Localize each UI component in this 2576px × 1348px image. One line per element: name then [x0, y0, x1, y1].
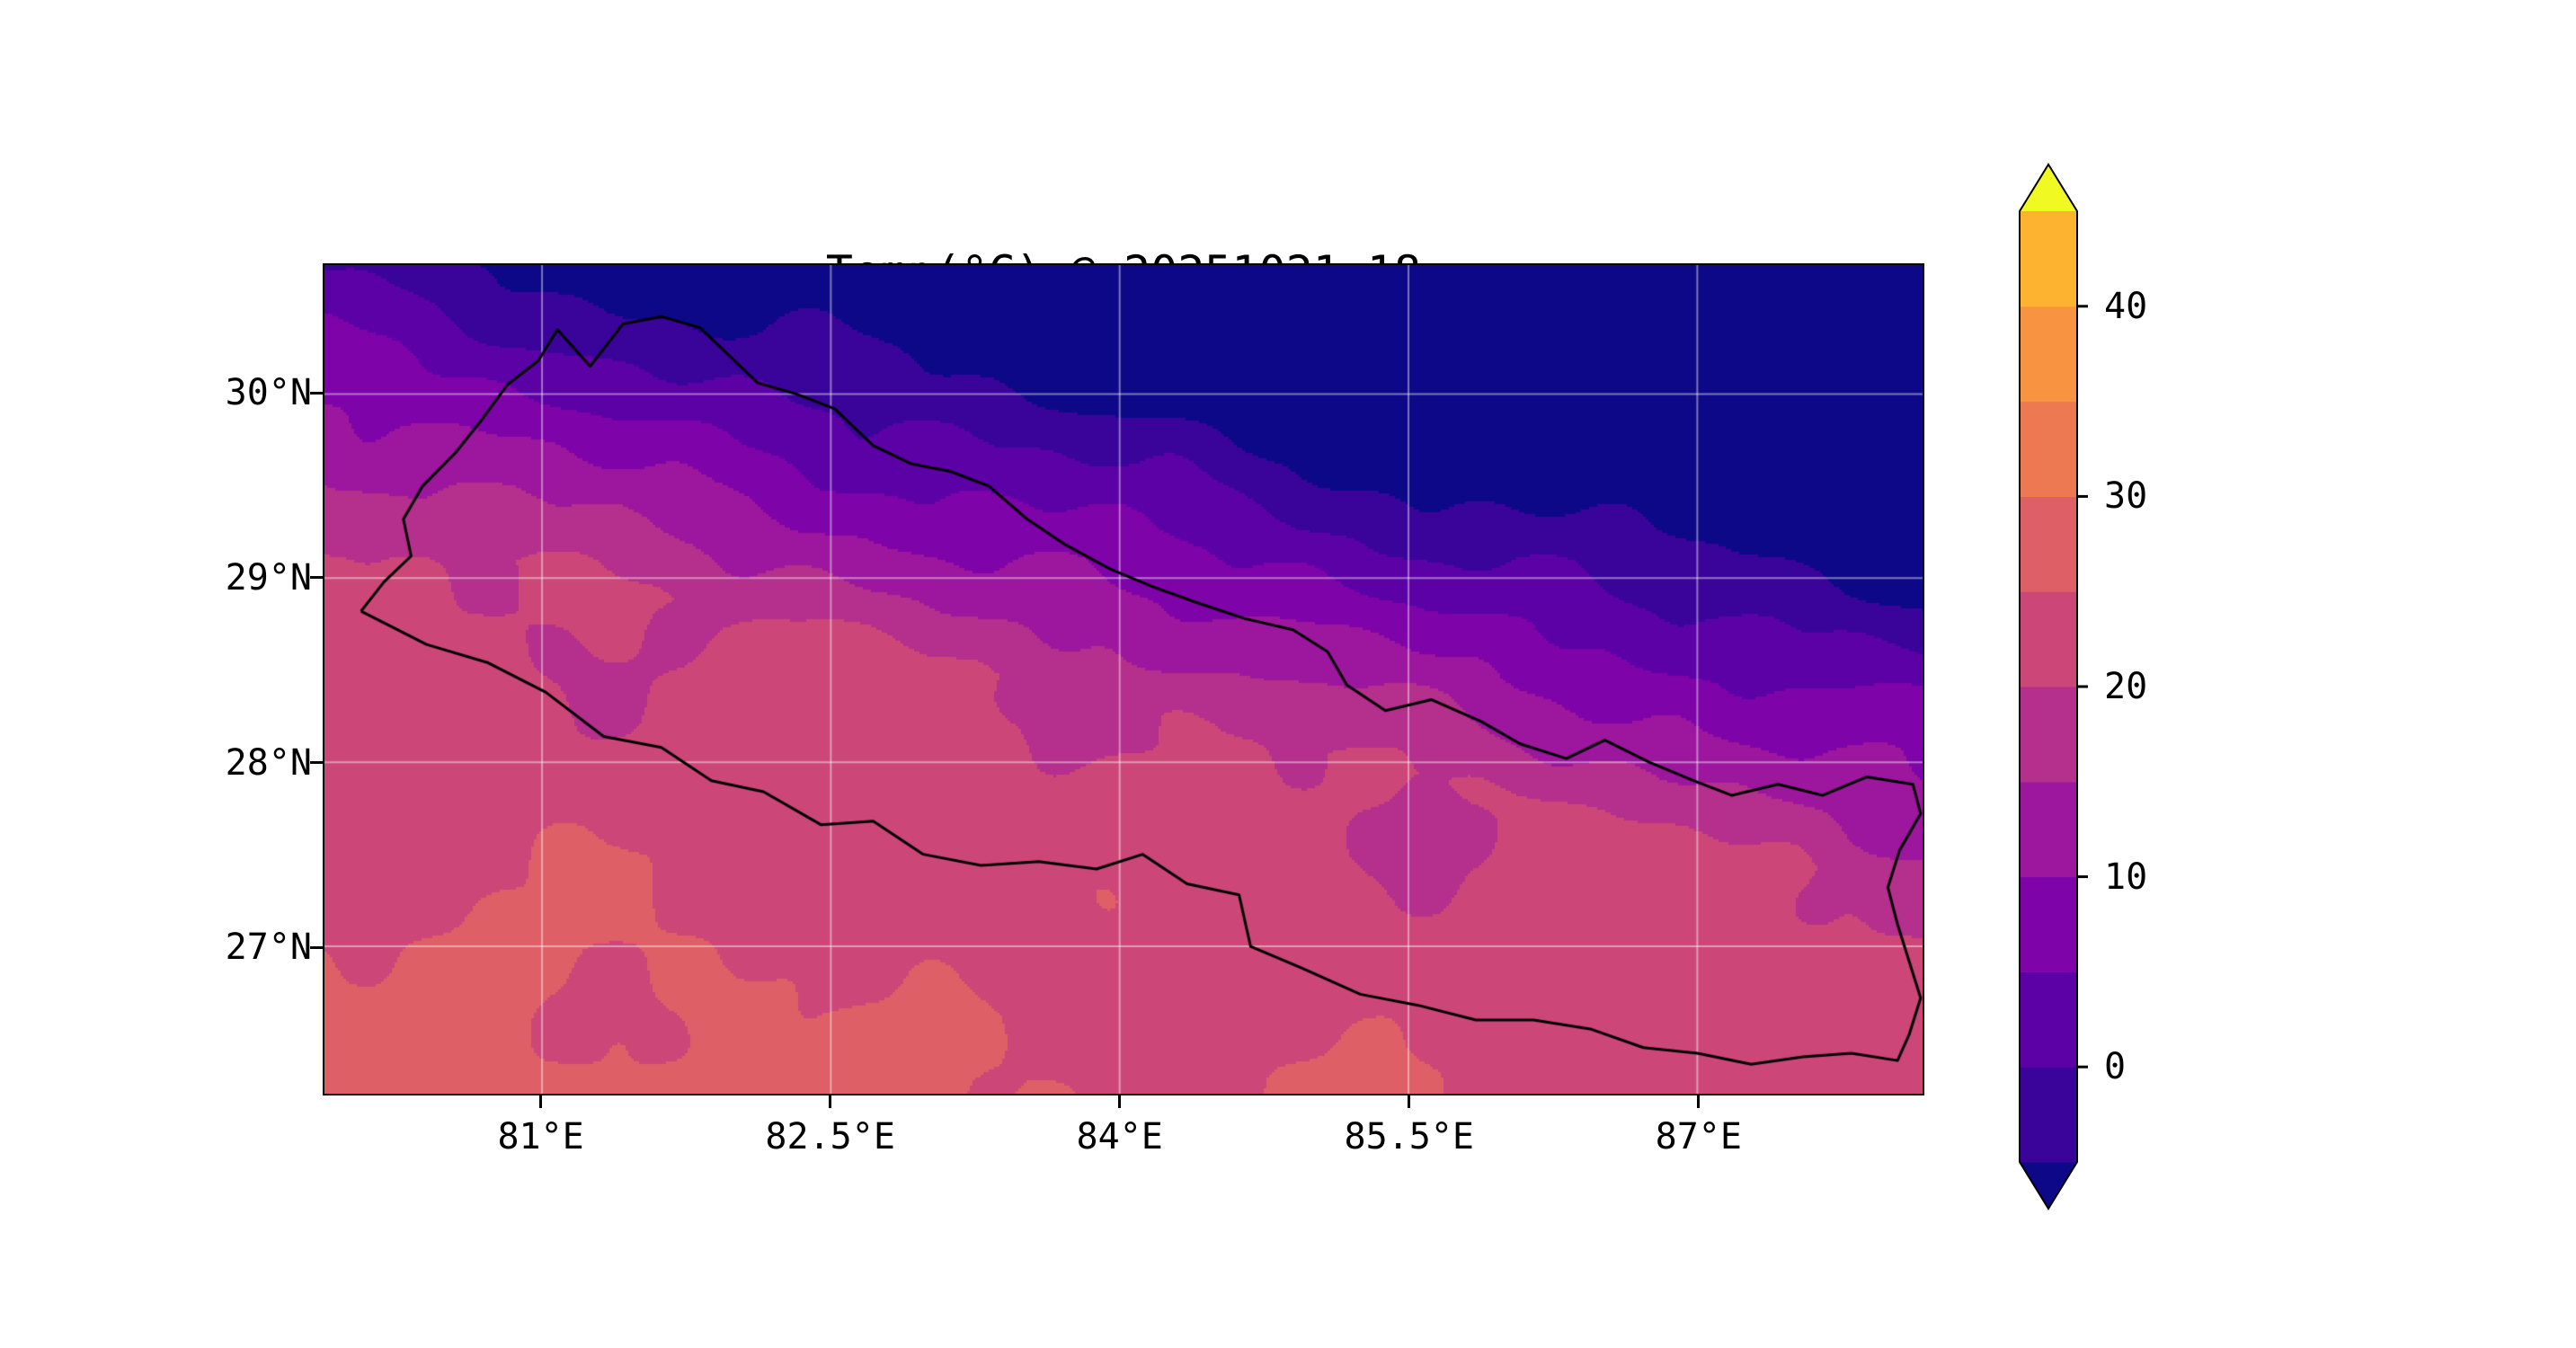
x-tick-label: 87°E — [1655, 1116, 1742, 1157]
x-tick-label: 84°E — [1076, 1116, 1163, 1157]
colorbar-band — [2020, 306, 2077, 403]
x-tick-mark — [539, 1095, 543, 1108]
y-tick-label: 29°N — [225, 556, 312, 599]
colorbar-tick-label: 10 — [2104, 856, 2148, 898]
colorbar-tick-label: 40 — [2104, 285, 2148, 327]
x-tick-label: 82.5°E — [765, 1116, 895, 1157]
colorbar-over-arrow — [2020, 164, 2077, 211]
x-tick-label: 81°E — [497, 1116, 584, 1157]
map-plot-area — [323, 263, 1924, 1095]
y-tick-label: 28°N — [225, 741, 312, 784]
colorbar: 0 10 20 30 40 — [2019, 163, 2235, 1211]
colorbar-band — [2020, 496, 2077, 592]
y-tick-mark — [310, 576, 323, 580]
colorbar-under-arrow — [2020, 1162, 2077, 1209]
colorbar-band — [2020, 1067, 2077, 1163]
colorbar-band — [2020, 401, 2077, 497]
x-tick-mark — [1118, 1095, 1122, 1108]
colorbar-tick-label: 30 — [2104, 475, 2148, 518]
x-tick-mark — [1408, 1095, 1411, 1108]
x-tick-mark — [1697, 1095, 1701, 1108]
colorbar-band — [2020, 211, 2077, 307]
colorbar-band — [2020, 591, 2077, 687]
colorbar-tick-label: 20 — [2104, 666, 2148, 707]
colorbar-band — [2020, 781, 2077, 878]
x-tick-label: 85.5°E — [1344, 1116, 1475, 1157]
y-tick-label: 27°N — [225, 927, 312, 969]
colorbar-band — [2020, 876, 2077, 972]
y-tick-mark — [310, 945, 323, 949]
colorbar-band — [2020, 687, 2077, 783]
colorbar-band — [2020, 971, 2077, 1068]
y-tick-mark — [310, 391, 323, 395]
colorbar-tick-label: 0 — [2104, 1046, 2127, 1088]
colorbar-gradient — [2019, 163, 2088, 1211]
y-tick-mark — [310, 761, 323, 765]
x-tick-mark — [829, 1095, 832, 1108]
map-canvas — [324, 265, 1923, 1094]
y-tick-label: 30°N — [225, 372, 312, 414]
